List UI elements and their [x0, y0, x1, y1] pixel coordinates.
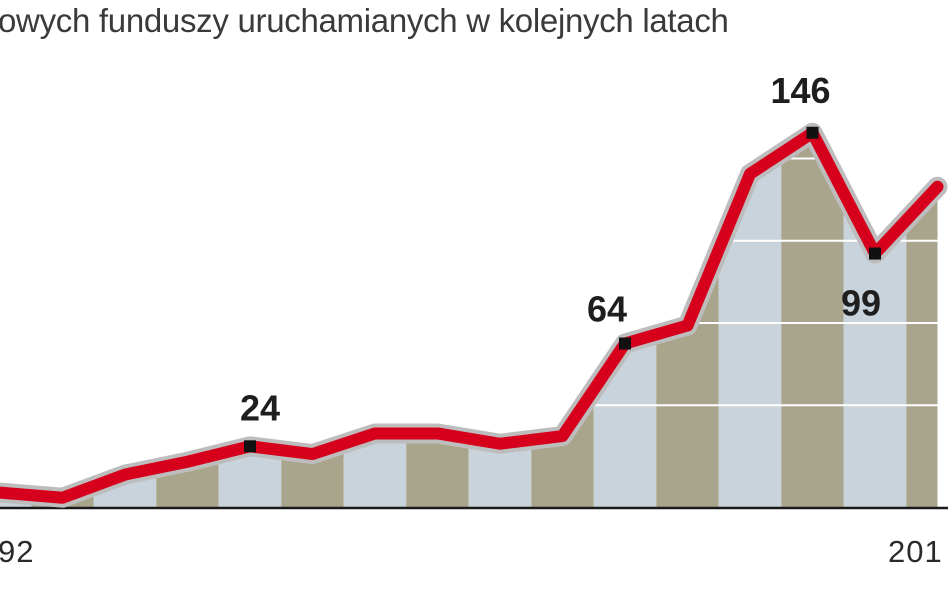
chart-title: owych funduszy uruchamianych w kolejnych… — [0, 2, 729, 39]
data-label: 146 — [770, 70, 830, 111]
area-stripe — [156, 132, 219, 508]
x-tick-label-start: 92 — [0, 534, 34, 569]
area-stripe — [593, 132, 657, 508]
point-marker — [869, 247, 881, 260]
area-stripe — [93, 132, 157, 508]
point-marker — [806, 126, 819, 139]
point-marker — [619, 337, 631, 350]
series-line — [0, 126, 944, 504]
area-stripe — [218, 132, 282, 508]
data-label: 24 — [240, 387, 280, 428]
data-labels: 24 64 146 99 — [240, 70, 881, 429]
data-label: 64 — [587, 289, 627, 330]
area-stripe — [281, 132, 344, 508]
area-stripe — [31, 132, 94, 508]
x-tick-label-end: 201 — [888, 534, 943, 569]
point-markers — [244, 126, 881, 453]
area-stripe — [906, 132, 938, 508]
point-marker — [244, 440, 256, 453]
data-label: 99 — [841, 283, 881, 324]
area-stripe — [0, 132, 32, 508]
area-stripe — [781, 132, 844, 508]
